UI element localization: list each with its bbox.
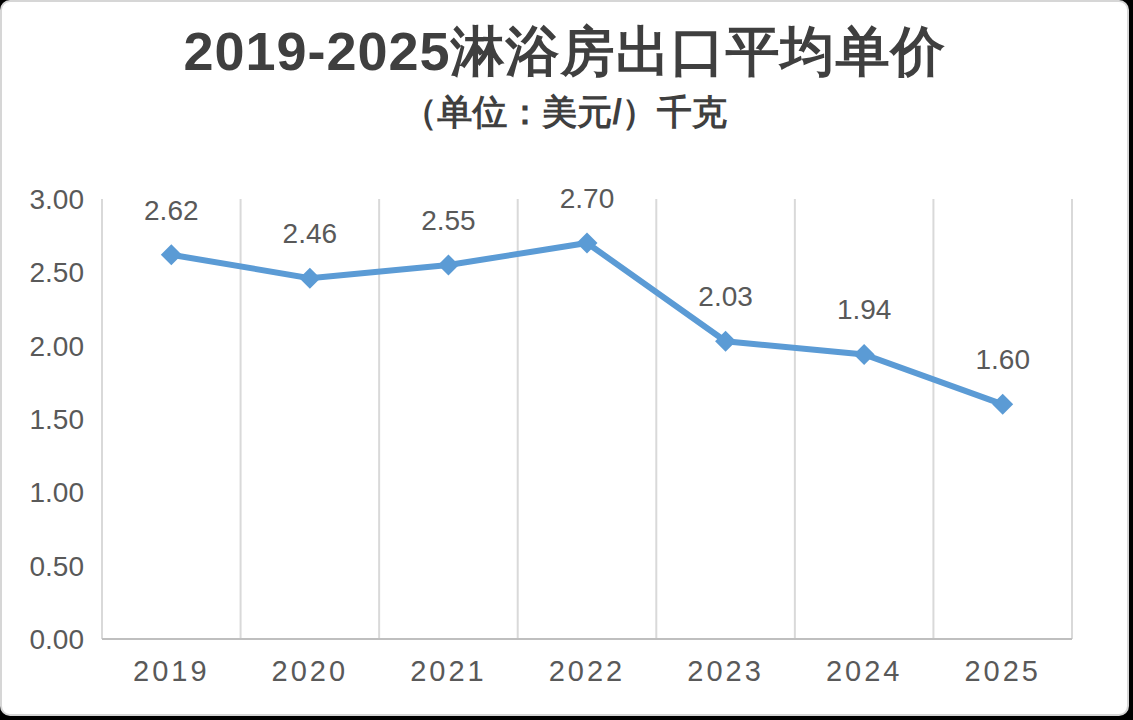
data-point-label: 2.46 [283,218,338,249]
y-tick-label: 2.50 [30,257,85,288]
y-tick-label: 0.00 [30,624,85,655]
x-tick-label: 2019 [133,655,210,687]
y-tick-label: 2.00 [30,331,85,362]
data-point-marker [438,255,459,276]
y-tick-label: 1.50 [30,404,85,435]
x-tick-label: 2020 [272,655,349,687]
line-chart: 0.00 0.50 1.00 1.50 2.00 2.50 3.00 2019 2020 2021… [2,2,1129,716]
data-point-label: 2.62 [144,195,199,226]
x-tick-label: 2022 [549,655,626,687]
y-tick-label: 3.00 [30,184,85,215]
x-tick-label: 2023 [687,655,764,687]
data-point-label: 2.55 [421,205,476,236]
x-tick-label: 2024 [826,655,903,687]
data-point-marker [992,394,1013,415]
data-point-marker [161,244,182,265]
data-point-label: 2.70 [560,183,615,214]
data-point-marker [299,268,320,289]
data-point-label: 2.03 [698,281,753,312]
data-point-label: 1.94 [837,294,892,325]
y-tick-label: 1.00 [30,477,85,508]
x-tick-label: 2025 [964,655,1041,687]
data-point-marker [854,344,875,365]
chart-card: 2019-2025淋浴房出口平均单价 （单位：美元/）千克 0.000.501.… [0,0,1129,716]
data-point-label: 1.60 [975,344,1030,375]
x-tick-label: 2021 [410,655,487,687]
y-tick-label: 0.50 [30,551,85,582]
